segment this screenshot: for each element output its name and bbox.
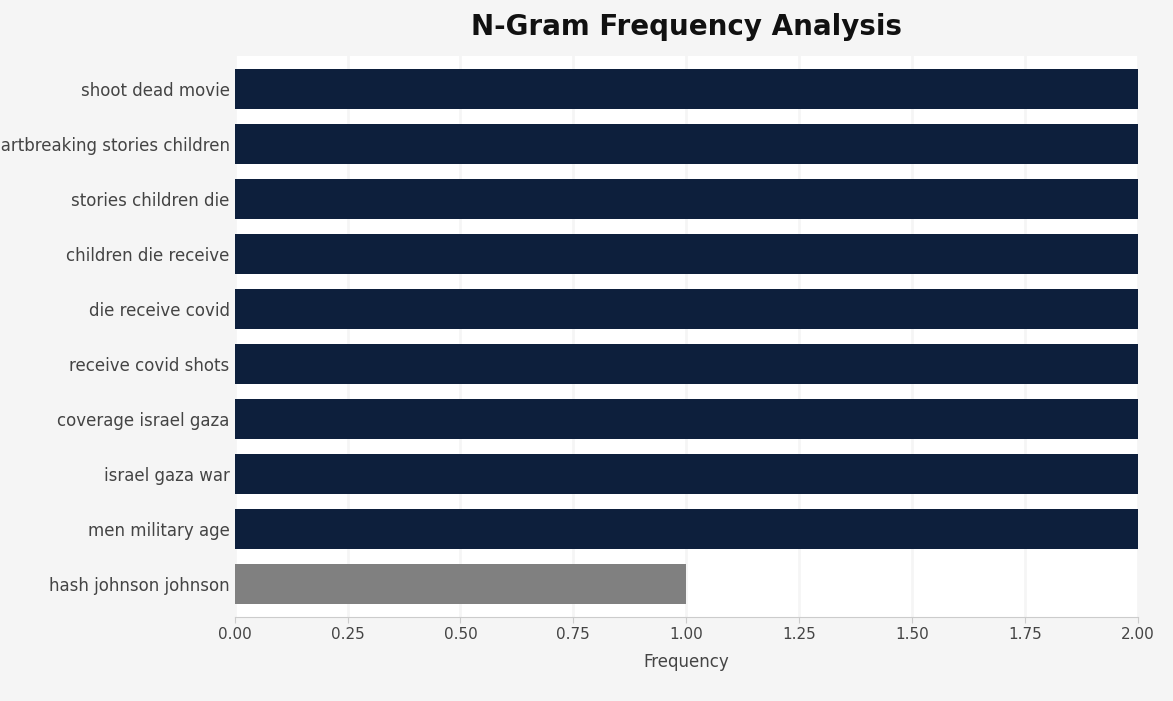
Bar [235,564,686,604]
Bar [235,454,1138,494]
Bar [235,509,1138,549]
Bar [235,234,1138,274]
Bar [235,124,1138,164]
Bar [235,399,1138,439]
X-axis label: Frequency: Frequency [643,653,730,672]
Bar [235,69,1138,109]
Bar [235,179,1138,219]
Bar [235,290,1138,329]
Bar [235,344,1138,383]
Title: N-Gram Frequency Analysis: N-Gram Frequency Analysis [470,13,902,41]
